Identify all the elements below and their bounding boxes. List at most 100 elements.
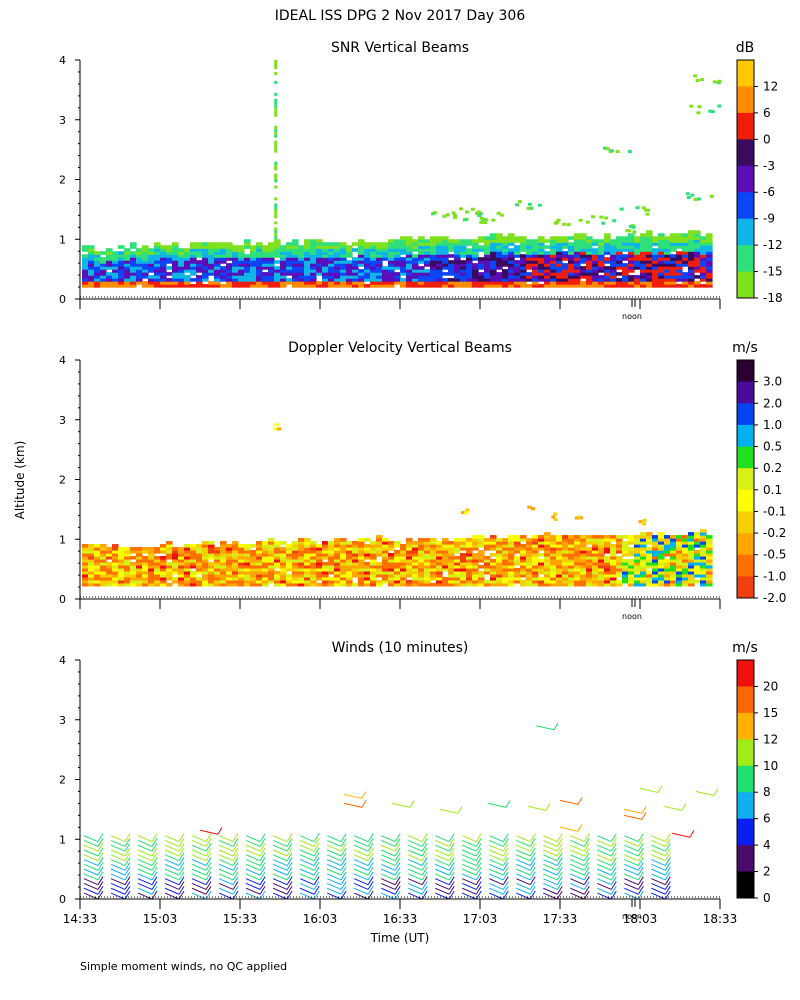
- wind-barb-flag: [340, 866, 347, 876]
- snr-cell: [232, 254, 239, 258]
- velocity-cell: [598, 576, 605, 581]
- velocity-cell: [670, 576, 677, 581]
- velocity-cell: [316, 570, 323, 575]
- snr-cell: [496, 257, 503, 261]
- snr-cell: [112, 272, 119, 276]
- snr-cell: [280, 257, 287, 261]
- velocity-cell: [604, 541, 611, 545]
- velocity-cell: [286, 582, 293, 587]
- snr-cell: [436, 266, 443, 270]
- snr-cell: [178, 266, 185, 270]
- snr-echo: [476, 210, 481, 214]
- velocity-cell: [658, 544, 665, 548]
- snr-cell: [592, 278, 599, 282]
- snr-cell: [556, 266, 563, 270]
- snr-cell: [412, 239, 419, 243]
- velocity-cell: [616, 573, 623, 578]
- velocity-cell: [112, 561, 119, 566]
- velocity-cell: [460, 576, 467, 581]
- snr-cell: [418, 239, 425, 243]
- snr-cell: [364, 251, 371, 255]
- wind-barb: [299, 873, 315, 881]
- snr-cell: [274, 266, 281, 270]
- snr-cell: [562, 284, 569, 288]
- snr-cell: [190, 248, 197, 252]
- snr-cell: [100, 272, 107, 276]
- velocity-cell: [550, 535, 557, 539]
- wind-barb-flag: [448, 876, 455, 885]
- snr-cell: [106, 281, 113, 285]
- velocity-cell: [586, 561, 593, 566]
- velocity-cell: [508, 547, 515, 551]
- colorbar-frame: [736, 359, 755, 599]
- velocity-cell: [244, 576, 251, 581]
- snr-cell: [262, 245, 269, 249]
- velocity-cell: [442, 564, 449, 569]
- velocity-cell: [634, 570, 641, 575]
- x-tick-label: 18:33: [703, 912, 738, 926]
- wind-barb: [462, 863, 477, 871]
- velocity-cell: [568, 555, 575, 560]
- snr-cell: [448, 272, 455, 276]
- snr-cell: [514, 236, 521, 240]
- wind-barb-flag: [448, 842, 455, 852]
- wind-barb: [651, 859, 666, 867]
- velocity-cell: [166, 547, 173, 551]
- velocity-cell: [466, 582, 473, 587]
- snr-cell: [364, 260, 371, 264]
- wind-barb: [218, 844, 234, 852]
- velocity-cell: [424, 582, 431, 587]
- snr-cell: [400, 239, 407, 243]
- velocity-cell: [454, 544, 461, 548]
- wind-barb: [245, 878, 261, 886]
- velocity-cell: [220, 567, 227, 572]
- velocity-cell: [418, 550, 425, 554]
- snr-cell: [634, 239, 641, 243]
- snr-cell: [532, 251, 539, 255]
- snr-cell: [460, 254, 467, 258]
- snr-cell: [676, 233, 683, 237]
- velocity-cell: [154, 576, 161, 581]
- velocity-cell: [418, 541, 425, 545]
- snr-echo: [491, 218, 496, 222]
- wind-barb: [597, 892, 612, 900]
- snr-cell: [376, 248, 383, 252]
- velocity-cell: [400, 547, 407, 551]
- snr-cell: [154, 278, 161, 282]
- snr-cell: [664, 269, 671, 273]
- velocity-cell: [706, 538, 713, 542]
- velocity-cell: [658, 576, 665, 581]
- snr-cell: [556, 260, 563, 264]
- snr-cell: [220, 275, 227, 279]
- snr-cell: [340, 242, 347, 246]
- wind-barb-flag: [421, 847, 428, 857]
- velocity-cell: [232, 558, 239, 563]
- snr-cell: [526, 254, 533, 258]
- snr-cell: [544, 278, 551, 282]
- colorbar-segment: [737, 60, 754, 87]
- wind-barb: [516, 878, 531, 886]
- velocity-cell: [184, 561, 191, 566]
- snr-cell: [154, 266, 161, 270]
- wind-barb-flag: [313, 847, 320, 857]
- wind-barb-flag: [232, 866, 239, 876]
- velocity-cell: [280, 541, 287, 545]
- velocity-cell: [490, 561, 497, 566]
- wind-barb: [191, 887, 207, 895]
- snr-cell: [382, 275, 389, 279]
- colorbar-segment: [737, 871, 754, 899]
- velocity-cell: [640, 535, 647, 539]
- wind-barb: [191, 859, 207, 867]
- velocity-cell: [304, 564, 311, 569]
- wind-barb: [516, 844, 531, 852]
- velocity-cell: [202, 541, 209, 545]
- velocity-cell: [622, 564, 629, 569]
- snr-cell: [280, 269, 287, 273]
- snr-cell: [238, 269, 245, 273]
- snr-cell: [364, 278, 371, 282]
- velocity-cell: [382, 544, 389, 548]
- snr-cell: [412, 263, 419, 267]
- snr-cell: [214, 275, 221, 279]
- snr-cell: [430, 254, 437, 258]
- snr-cell: [670, 272, 677, 276]
